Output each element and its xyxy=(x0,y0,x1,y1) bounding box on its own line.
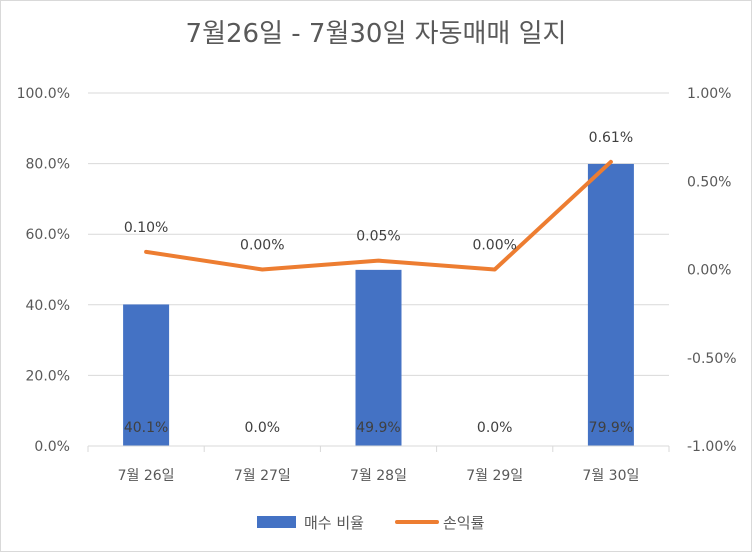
x-tick-label: 7월 27일 xyxy=(234,468,291,484)
left-y-tick-label: 40.0% xyxy=(26,298,70,314)
legend-swatch-buy-ratio xyxy=(257,516,296,528)
line-value-label: 0.10% xyxy=(124,220,168,236)
x-axis: 7월 26일 7월 27일 7월 28일 7월 29일 7월 30일 xyxy=(88,446,669,484)
x-tick-label: 7월 26일 xyxy=(118,468,175,484)
line-profit-rate xyxy=(146,162,611,270)
bar-value-label: 40.1% xyxy=(124,420,168,436)
left-y-tick-label: 60.0% xyxy=(26,227,70,243)
right-y-tick-label: 1.00% xyxy=(687,86,731,102)
right-y-axis: -1.00% -0.50% 0.00% 0.50% 1.00% xyxy=(687,86,737,455)
chart-title: 7월26일 - 7월30일 자동매매 일지 xyxy=(186,19,567,49)
bar-value-label: 49.9% xyxy=(356,420,400,436)
line-value-label: 0.00% xyxy=(472,238,516,254)
right-y-tick-label: 0.00% xyxy=(687,263,731,279)
x-tick-label: 7월 30일 xyxy=(582,468,639,484)
bar-value-label: 79.9% xyxy=(589,420,633,436)
x-tick-label: 7월 29일 xyxy=(466,468,523,484)
bar-value-label: 0.0% xyxy=(245,420,281,436)
line-value-label: 0.05% xyxy=(356,229,400,245)
legend-label-profit-rate: 손익률 xyxy=(443,514,485,532)
left-y-tick-label: 0.0% xyxy=(34,439,70,455)
line-value-label: 0.61% xyxy=(589,130,633,146)
right-y-tick-label: -0.50% xyxy=(687,351,737,367)
bar-value-label: 0.0% xyxy=(477,420,513,436)
left-y-axis: 0.0% 20.0% 40.0% 60.0% 80.0% 100.0% xyxy=(17,86,70,455)
right-y-tick-label: -1.00% xyxy=(687,439,737,455)
legend: 매수 비율 손익률 xyxy=(257,514,485,532)
left-y-tick-label: 100.0% xyxy=(17,86,70,102)
left-y-tick-label: 20.0% xyxy=(26,368,70,384)
bar-5 xyxy=(588,164,634,446)
left-y-tick-label: 80.0% xyxy=(26,157,70,173)
legend-label-buy-ratio: 매수 비율 xyxy=(304,514,364,532)
right-y-tick-label: 0.50% xyxy=(687,174,731,190)
line-value-label: 0.00% xyxy=(240,238,284,254)
line-series xyxy=(146,162,611,270)
x-tick-label: 7월 28일 xyxy=(350,468,407,484)
